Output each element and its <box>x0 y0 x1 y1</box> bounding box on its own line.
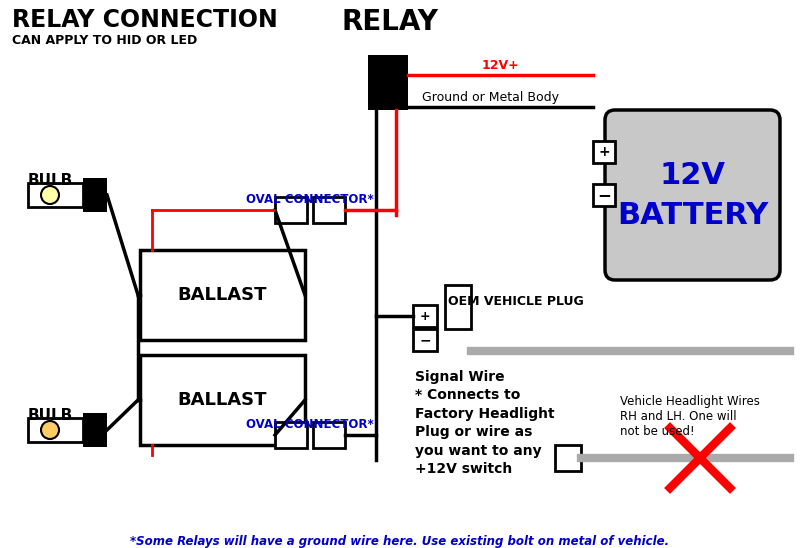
Text: *Some Relays will have a ground wire here. Use existing bolt on metal of vehicle: *Some Relays will have a ground wire her… <box>130 535 670 548</box>
Bar <box>28 183 83 207</box>
Bar <box>275 422 307 448</box>
Text: RELAY CONNECTION: RELAY CONNECTION <box>12 8 278 32</box>
Bar <box>140 355 305 445</box>
Text: BALLAST: BALLAST <box>178 391 267 409</box>
FancyBboxPatch shape <box>605 110 780 280</box>
Text: +: + <box>420 310 430 323</box>
Text: BULB: BULB <box>28 173 74 188</box>
Text: RELAY: RELAY <box>342 8 438 36</box>
Text: BATTERY: BATTERY <box>617 201 768 230</box>
Text: BALLAST: BALLAST <box>178 286 267 304</box>
Bar <box>313 422 345 448</box>
Text: 12V+: 12V+ <box>482 59 519 72</box>
Bar <box>28 418 83 442</box>
Bar <box>313 197 345 223</box>
Bar <box>83 413 107 447</box>
Bar <box>83 178 107 212</box>
Text: OVAL CONNECTOR*: OVAL CONNECTOR* <box>246 418 374 431</box>
Bar <box>368 55 408 110</box>
Bar <box>413 305 437 327</box>
Text: OVAL CONNECTOR*: OVAL CONNECTOR* <box>246 193 374 206</box>
Text: BULB: BULB <box>28 408 74 423</box>
Bar <box>555 445 581 471</box>
Text: −: − <box>597 186 611 204</box>
Text: OEM VEHICLE PLUG: OEM VEHICLE PLUG <box>448 295 584 308</box>
Circle shape <box>41 186 59 204</box>
Circle shape <box>41 421 59 439</box>
Bar <box>445 285 471 329</box>
Bar <box>140 250 305 340</box>
Text: Vehicle Headlight Wires
RH and LH. One will
not be used!: Vehicle Headlight Wires RH and LH. One w… <box>620 395 760 438</box>
Text: −: − <box>419 333 431 347</box>
Text: 12V: 12V <box>659 161 726 190</box>
Bar <box>593 141 615 163</box>
Text: +: + <box>598 145 610 159</box>
Text: Ground or Metal Body: Ground or Metal Body <box>422 91 559 104</box>
Text: Signal Wire
* Connects to
Factory Headlight
Plug or wire as
you want to any
+12V: Signal Wire * Connects to Factory Headli… <box>415 370 554 476</box>
Bar <box>593 184 615 206</box>
Bar <box>275 197 307 223</box>
Text: CAN APPLY TO HID OR LED: CAN APPLY TO HID OR LED <box>12 34 198 47</box>
Bar <box>413 329 437 351</box>
